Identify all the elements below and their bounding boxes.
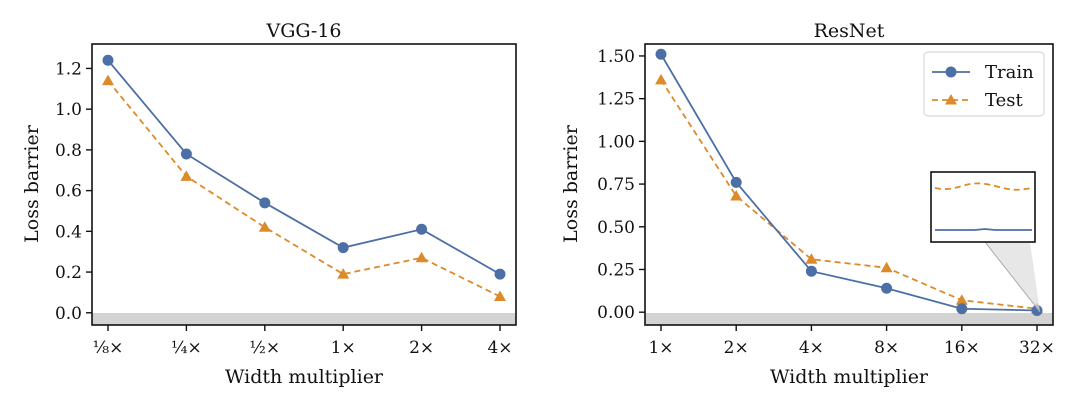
data-point-test <box>494 290 506 301</box>
chart-title: VGG-16 <box>265 20 341 42</box>
x-tick-label: 16× <box>944 338 980 358</box>
inset-frame <box>930 171 1036 243</box>
y-tick-label: 0.00 <box>597 303 635 323</box>
data-point-train <box>102 54 114 66</box>
x-tick-label: ½× <box>249 338 280 358</box>
data-point-train <box>730 176 742 188</box>
data-point-train <box>416 223 428 235</box>
series-layer <box>655 48 1043 316</box>
data-point-test <box>180 170 193 181</box>
data-point-test <box>337 268 350 279</box>
x-tick-label: 32× <box>1019 338 1055 358</box>
data-point-train <box>1031 304 1043 316</box>
chart-resnet: 0.00 0.25 0.50 0.75 1.00 1.25 1.50 1× 2× 4× 8× 16×… <box>560 20 1055 388</box>
legend-train-label: Train <box>985 62 1034 83</box>
data-point-test <box>805 253 818 264</box>
zoom-inset <box>930 171 1041 313</box>
x-tick-label: 2× <box>724 338 749 358</box>
data-point-test <box>415 251 428 263</box>
x-tick-label: ⅛× <box>93 338 124 358</box>
chart-title: ResNet <box>814 20 885 42</box>
data-point-train <box>259 197 271 209</box>
series-line-test <box>107 80 501 298</box>
data-point-train <box>956 303 968 315</box>
y-tick-label: 0.2 <box>55 263 82 283</box>
data-point-train <box>655 48 667 60</box>
data-point-test <box>730 190 743 201</box>
x-axis-label: Width multiplier <box>770 366 929 388</box>
y-tick-label: 0.25 <box>597 260 635 280</box>
data-point-train <box>881 282 893 294</box>
inset-connector-edge <box>984 241 1041 313</box>
data-point-train <box>337 242 349 254</box>
plot-frame <box>91 43 517 326</box>
y-tick-label: 0.4 <box>55 222 82 242</box>
data-point-train <box>805 265 817 277</box>
y-tick-label: 1.50 <box>597 47 635 67</box>
data-point-test <box>102 74 114 86</box>
y-axis: 0.0 0.2 0.4 0.6 0.8 1.0 1.2 <box>55 59 92 324</box>
shaded-negative-region <box>92 313 516 325</box>
y-tick-label: 0.75 <box>597 175 635 195</box>
y-axis: 0.00 0.25 0.50 0.75 1.00 1.25 1.50 <box>597 47 645 323</box>
y-axis-label: Loss barrier <box>560 124 582 243</box>
y-tick-label: 0.6 <box>55 182 82 202</box>
x-tick-label: 4× <box>799 338 824 358</box>
x-tick-label: 4× <box>487 338 512 358</box>
x-tick-label: 2× <box>409 338 434 358</box>
series-line-train <box>107 59 501 275</box>
x-axis: ⅛× ¼× ½× 1× 2× 4× <box>93 325 513 358</box>
y-tick-label: 0.8 <box>55 141 82 161</box>
x-axis-label: Width multiplier <box>225 366 384 388</box>
y-axis-label: Loss barrier <box>21 124 43 243</box>
x-tick-label: ¼× <box>171 338 202 358</box>
x-axis: 1× 2× 4× 8× 16× 32× <box>648 325 1055 358</box>
y-tick-label: 1.25 <box>597 90 635 110</box>
data-point-train <box>494 268 506 280</box>
y-tick-label: 1.0 <box>55 100 82 120</box>
data-point-test <box>655 73 667 85</box>
chart-vgg16: 0.0 0.2 0.4 0.6 0.8 1.0 1.2 ⅛× ¼× ½× 1× 2× 4× VGG-1… <box>21 20 517 388</box>
x-tick-label: 1× <box>648 338 673 358</box>
y-tick-label: 0.0 <box>55 304 82 324</box>
legend-test-marker <box>945 94 957 105</box>
data-point-test <box>880 261 893 273</box>
data-point-test <box>258 221 271 232</box>
y-tick-label: 1.2 <box>55 59 82 79</box>
legend: Train Test <box>923 51 1045 117</box>
y-tick-label: 0.50 <box>597 218 635 238</box>
legend-train-marker <box>945 66 957 78</box>
series-layer <box>102 54 506 301</box>
x-tick-label: 8× <box>874 338 899 358</box>
legend-test-label: Test <box>985 90 1023 111</box>
shaded-negative-region <box>645 313 1053 325</box>
inset-test-line <box>934 182 1033 191</box>
x-tick-label: 1× <box>331 338 356 358</box>
series-line-test <box>660 79 1038 310</box>
series-line-train <box>660 53 1038 312</box>
y-tick-label: 1.00 <box>597 132 635 152</box>
data-point-test <box>955 294 968 305</box>
data-point-train <box>180 148 192 160</box>
inset-train-line <box>935 228 1032 231</box>
